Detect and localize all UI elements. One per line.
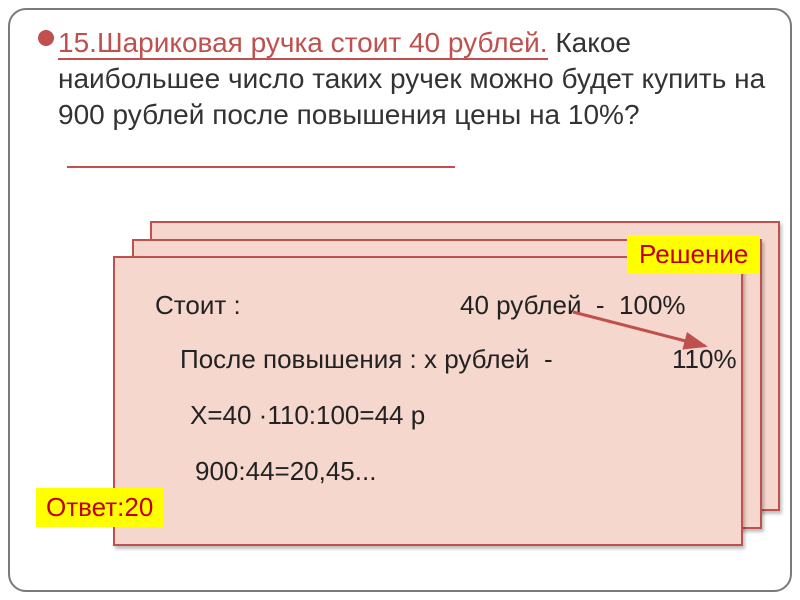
solution-line1-label: Стоит : [155,290,241,321]
problem-span1: Шариковая ручка стоит 40 рублей. [97,27,548,60]
solution-line4: 900:44=20,45... [195,456,376,487]
bullet-icon [38,30,54,46]
problem-text: 15.Шариковая ручка стоит 40 рублей. Како… [58,25,798,132]
answer-badge: Ответ:20 [36,488,163,527]
problem-number: 15. [58,27,97,60]
problem-line3: после повышения цены на 10%? [212,99,639,130]
underline-accent [67,166,455,168]
solution-line3: Х=40 ·110:100=44 р [190,400,425,431]
solution-line2-value: 110% [672,344,737,375]
solution-line2-label: После повышения : х рублей - [180,344,553,375]
slide-frame: 15.Шариковая ручка стоит 40 рублей. Како… [8,8,792,592]
solution-badge: Решение [627,235,760,274]
